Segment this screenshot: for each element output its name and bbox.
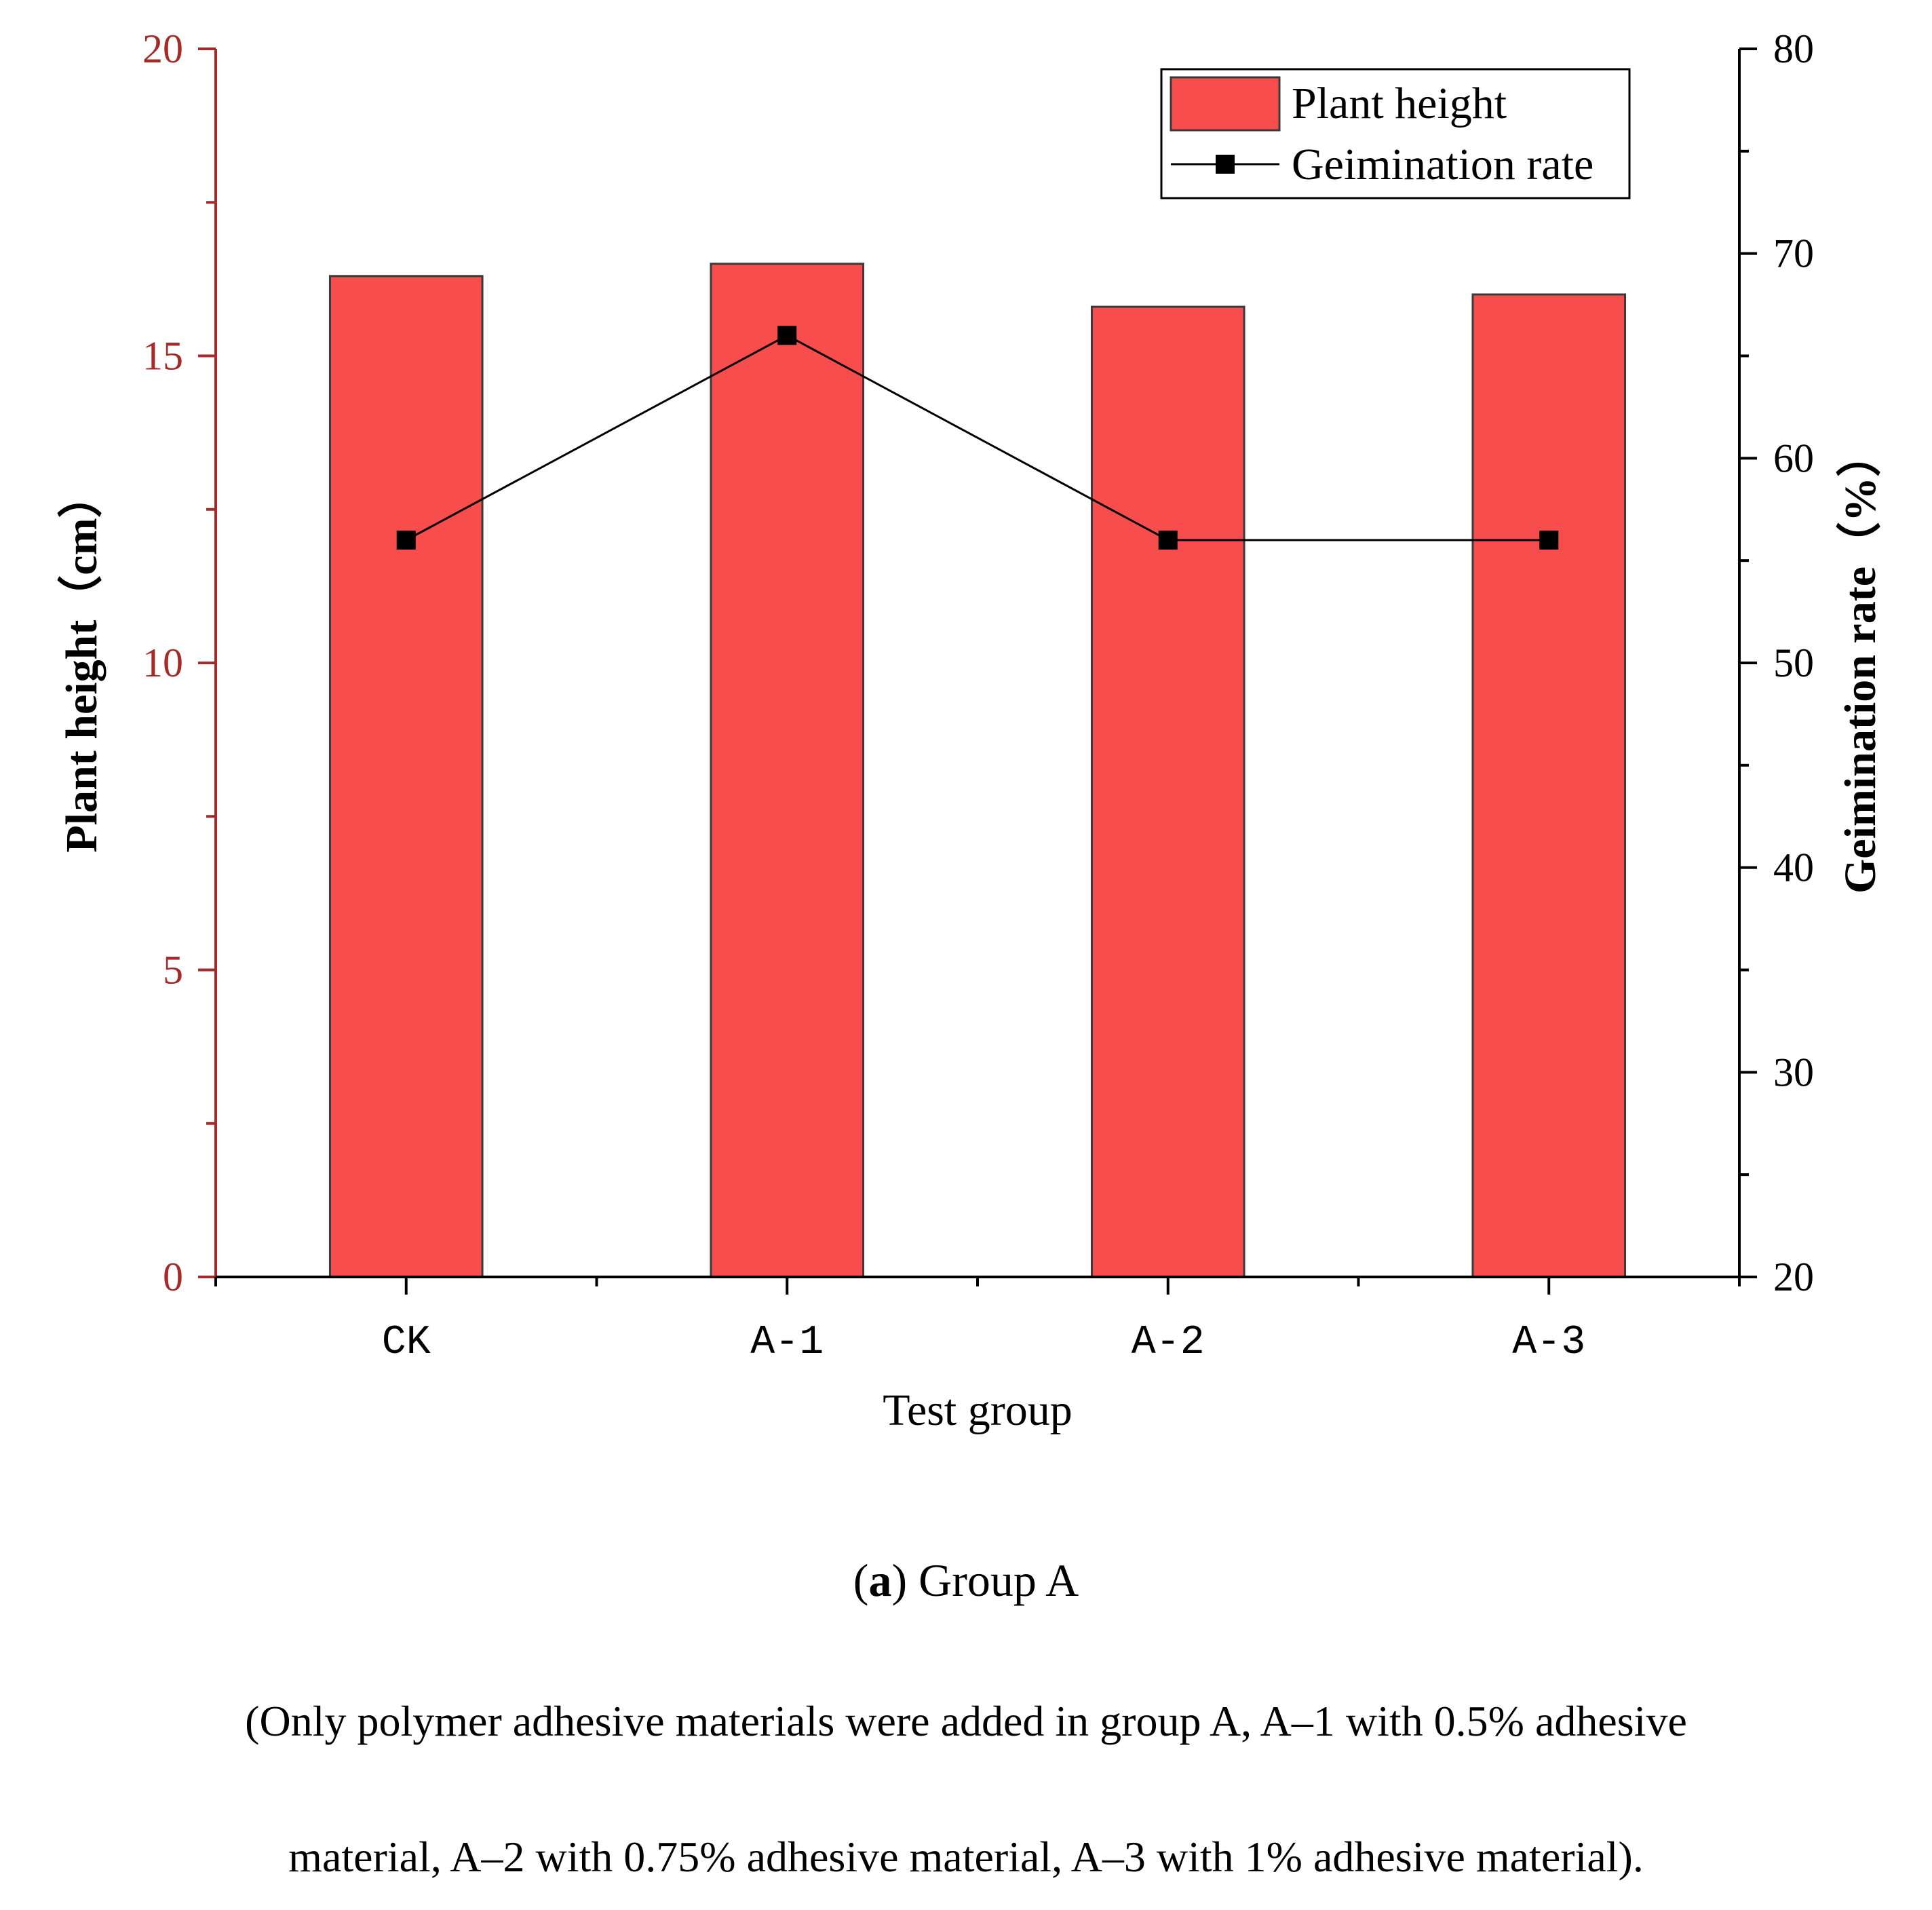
germination-point-a-1	[777, 326, 797, 345]
chart: 0 5 10 15 20 20 30 40 50 60 70 80 CK A-1 A-2 A-3 Test gr…	[56, 26, 1885, 1435]
bar-a-2	[1090, 305, 1245, 1278]
left-tick-label: 10	[142, 641, 183, 685]
x-tick-label-ck: CK	[382, 1320, 431, 1366]
right-tick-label: 20	[1773, 1255, 1814, 1299]
x-axis-title: Test group	[883, 1386, 1073, 1435]
germination-point-a-2	[1158, 531, 1178, 550]
axes: 0 5 10 15 20 20 30 40 50 60 70 80 CK A-1 A-2 A-3 Test gr…	[56, 26, 1885, 1435]
figure-caption-line-1: (Only polymer adhesive materials were ad…	[245, 1697, 1687, 1745]
left-y-axis-title: Plant height（cm）	[56, 473, 107, 852]
germination-point-a-3	[1539, 531, 1559, 550]
legend-swatch-marker	[1216, 155, 1235, 174]
germination-line	[406, 334, 1549, 541]
line-series	[396, 326, 1559, 550]
caption-title-text: Group A	[919, 1554, 1079, 1606]
x-tick-label-a-3: A-3	[1512, 1320, 1585, 1366]
legend-label-plant-height: Plant height	[1292, 79, 1507, 128]
bar-a-1	[710, 263, 865, 1278]
right-tick-label: 50	[1773, 641, 1814, 685]
figure-caption-line-2: material, A–2 with 0.75% adhesive materi…	[288, 1833, 1644, 1881]
x-tick-label-a-1: A-1	[750, 1320, 824, 1366]
right-tick-label: 60	[1773, 436, 1814, 480]
bar-series	[328, 263, 1627, 1278]
right-y-axis-title: Geimination rate（%）	[1835, 432, 1885, 894]
legend-swatch-plant-height	[1170, 76, 1281, 132]
legend: Plant height Geimination rate	[1160, 68, 1631, 199]
right-tick-label: 40	[1773, 845, 1814, 890]
left-tick-label: 20	[142, 26, 183, 71]
left-tick-label: 15	[142, 334, 183, 379]
left-tick-label: 5	[163, 948, 183, 993]
right-tick-label: 30	[1773, 1050, 1814, 1094]
legend-label-germination-rate: Geimination rate	[1292, 140, 1593, 189]
caption-label: a	[868, 1554, 892, 1606]
right-tick-label: 70	[1773, 231, 1814, 276]
bar-ck	[328, 275, 484, 1278]
germination-point-ck	[396, 531, 416, 550]
bar-a-3	[1471, 293, 1627, 1278]
x-tick-label-a-2: A-2	[1132, 1320, 1205, 1366]
right-tick-label: 80	[1773, 26, 1814, 71]
figure-caption-title: (a) Group A	[853, 1554, 1079, 1606]
left-tick-label: 0	[163, 1255, 183, 1299]
